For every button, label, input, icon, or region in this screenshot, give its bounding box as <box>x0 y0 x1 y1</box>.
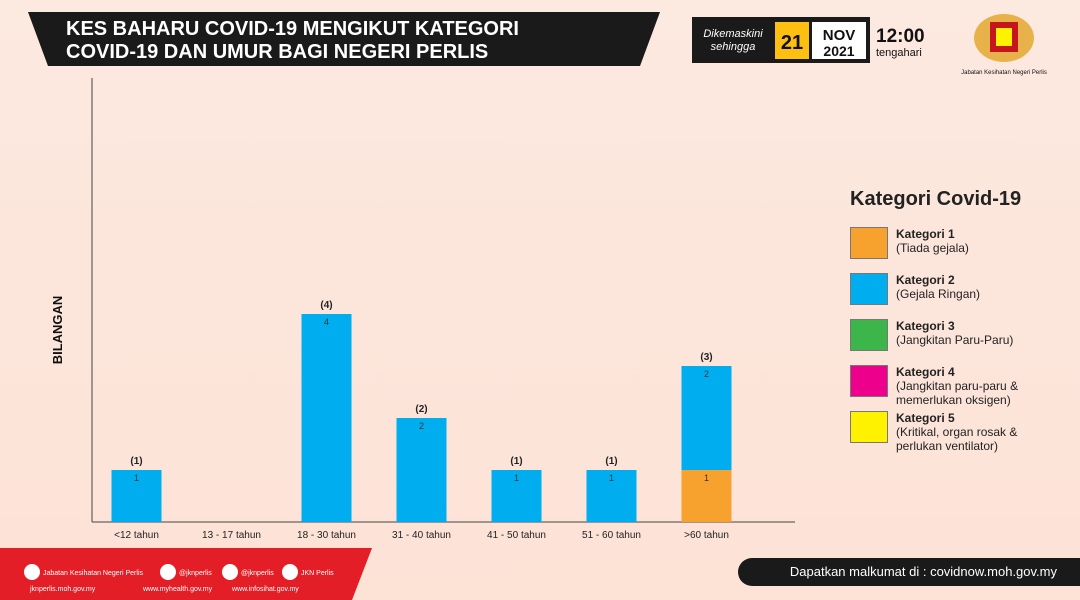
x-tick-label: 31 - 40 tahun <box>392 530 451 541</box>
website: www.myhealth.gov.my <box>142 586 213 593</box>
social-handle: @jknperlis <box>179 570 212 577</box>
legend-swatch <box>850 411 888 443</box>
legend: Kategori Covid-19 Kategori 1 (Tiada gejal… <box>850 188 1046 453</box>
legend-name: Kategori 1 <box>896 227 955 241</box>
legend-item: Kategori 5 (Kritikal, organ rosak & perlu… <box>850 411 1046 453</box>
legend-text: Kategori 4 (Jangkitan paru-paru & memerlu… <box>896 365 1046 407</box>
x-tick-label: 18 - 30 tahun <box>297 530 356 541</box>
legend-swatch <box>850 227 888 259</box>
social-handle: JKN Perlis <box>301 570 334 577</box>
legend-text: Kategori 2 (Gejala Ringan) <box>896 273 1046 301</box>
legend-text: Kategori 5 (Kritikal, organ rosak & perlu… <box>896 411 1046 453</box>
legend-items: Kategori 1 (Tiada gejala) Kategori 2 (Gejal… <box>850 227 1046 453</box>
total-label: (1) <box>510 456 522 467</box>
social-icon <box>160 564 176 580</box>
legend-desc: (Tiada gejala) <box>896 241 969 255</box>
legend-item: Kategori 2 (Gejala Ringan) <box>850 273 1046 311</box>
total-label: (1) <box>605 456 617 467</box>
legend-swatch <box>850 273 888 305</box>
legend-desc: (Jangkitan Paru-Paru) <box>896 333 1014 347</box>
info-bar <box>738 558 1080 586</box>
bar-segment <box>491 470 542 522</box>
agency: Jabatan Kesihatan Negeri Perlis <box>961 70 1047 76</box>
title-line: COVID-19 DAN UMUR BAGI NEGERI PERLIS <box>66 41 488 63</box>
bar-segment <box>681 470 732 522</box>
info-text: Dapatkan malkumat di : covidnow.moh.gov.… <box>790 564 1058 579</box>
bar-segment <box>586 470 637 522</box>
x-tick-label: 41 - 50 tahun <box>487 530 546 541</box>
updated-label: Dikemaskini <box>703 28 763 40</box>
value-label: 2 <box>419 421 424 431</box>
website: www.infosihat.gov.my <box>231 586 299 593</box>
website: jknperlis.moh.gov.my <box>29 586 96 593</box>
updated-label: sehingga <box>711 41 756 53</box>
legend-name: Kategori 3 <box>896 319 955 333</box>
legend-desc: (Jangkitan paru-paru & memerlukan oksige… <box>896 379 1019 407</box>
total-label: (3) <box>700 352 712 363</box>
month-box <box>812 22 866 59</box>
calendar <box>775 22 809 59</box>
bar-segment <box>681 366 732 470</box>
legend-swatch <box>850 319 888 351</box>
date-year: 2021 <box>823 43 854 59</box>
time-label: tengahari <box>876 47 922 59</box>
x-tick-label: 51 - 60 tahun <box>582 530 641 541</box>
time: 12:00 <box>876 26 925 47</box>
x-tick-label: 13 - 17 tahun <box>202 530 261 541</box>
title-line: KES BAHARU COVID-19 MENGIKUT KATEGORI <box>66 18 519 40</box>
social-icon <box>282 564 298 580</box>
date-month: NOV <box>823 27 856 44</box>
social-handle: @jknperlis <box>241 570 274 577</box>
bar-segment <box>111 470 162 522</box>
social-handle: Jabatan Kesihatan Negeri Perlis <box>43 570 144 577</box>
legend-desc: (Kritikal, organ rosak & perlukan ventil… <box>896 425 1018 453</box>
total-label: (2) <box>415 404 427 415</box>
title-banner <box>28 12 660 66</box>
legend-title: Kategori Covid-19 <box>850 188 1022 210</box>
value-label: 1 <box>514 473 519 483</box>
bar-segment <box>396 418 447 522</box>
x-tick-label: <12 tahun <box>114 530 159 541</box>
value-label: 2 <box>704 369 709 379</box>
legend-item: Kategori 4 (Jangkitan paru-paru & memerlu… <box>850 365 1046 407</box>
legend-text: Kategori 1 (Tiada gejala) <box>896 227 1046 255</box>
legend-name: Kategori 4 <box>896 365 955 379</box>
legend-item: Kategori 1 (Tiada gejala) <box>850 227 1046 265</box>
social-icon <box>222 564 238 580</box>
footer-banner <box>0 548 372 600</box>
value-label: 1 <box>134 473 139 483</box>
value-label: 1 <box>609 473 614 483</box>
coat-of-arms <box>974 14 1034 62</box>
date-day: 21 <box>781 32 803 54</box>
legend-name: Kategori 2 <box>896 273 955 287</box>
total-label: (4) <box>320 300 332 311</box>
value-label: 1 <box>704 473 709 483</box>
social-icon <box>24 564 40 580</box>
x-tick-label: >60 tahun <box>684 530 729 541</box>
total-label: (1) <box>130 456 142 467</box>
value-label: 4 <box>324 317 329 327</box>
legend-desc: (Gejala Ringan) <box>896 287 981 301</box>
legend-text: Kategori 3 (Jangkitan Paru-Paru) <box>896 319 1046 347</box>
y-axis-label: BILANGAN <box>50 296 65 365</box>
legend-name: Kategori 5 <box>896 411 955 425</box>
legend-swatch <box>850 365 888 397</box>
bar-segment <box>301 314 352 522</box>
legend-item: Kategori 3 (Jangkitan Paru-Paru) <box>850 319 1046 357</box>
